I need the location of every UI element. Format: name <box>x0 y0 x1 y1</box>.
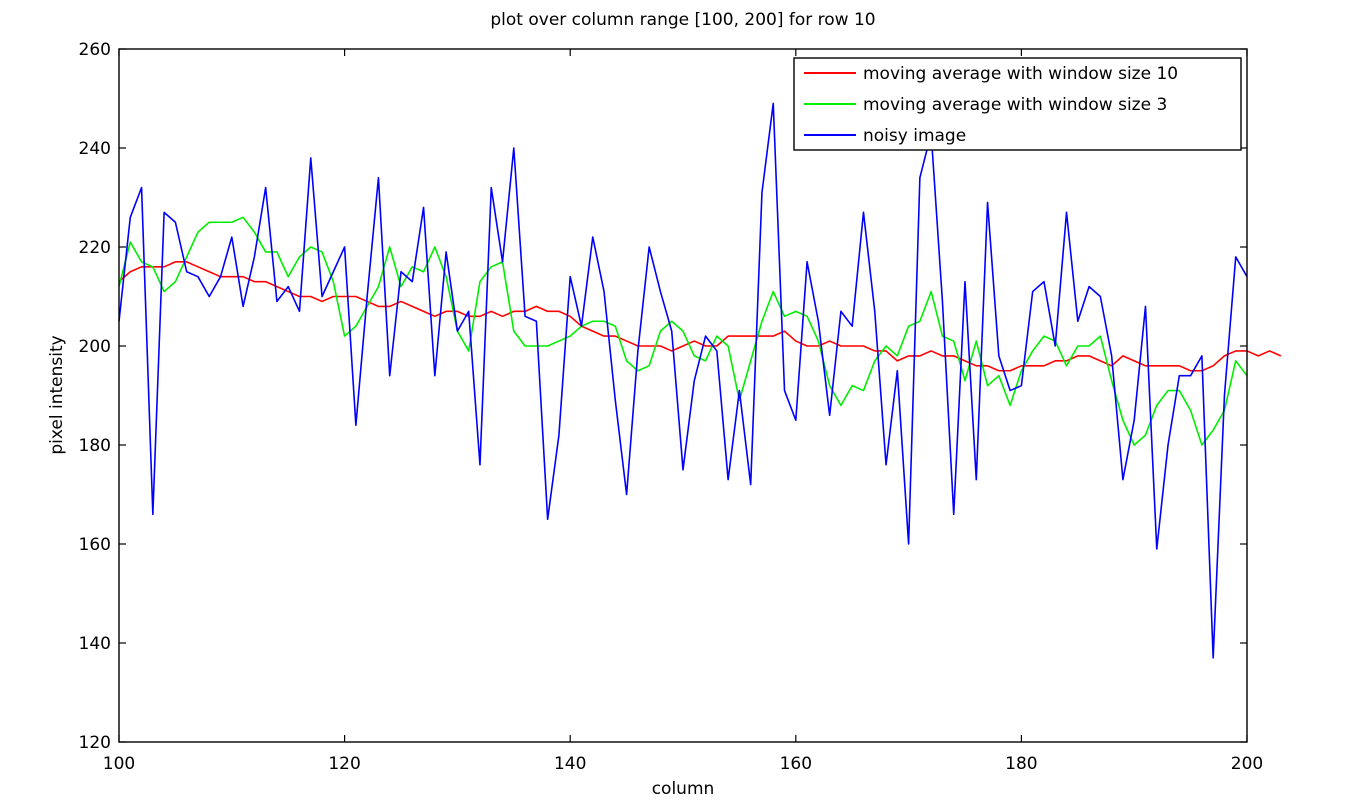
y-axis-label: pixel intensity <box>47 335 67 454</box>
y-tick-label: 120 <box>79 733 111 753</box>
x-tick-label: 160 <box>780 754 812 774</box>
y-tick-label: 240 <box>79 139 111 159</box>
legend-box <box>793 57 1242 151</box>
legend-label: moving average with window size 10 <box>863 64 1178 84</box>
y-tick-label: 140 <box>79 634 111 654</box>
x-tick-label: 120 <box>328 754 360 774</box>
series-layer <box>118 102 1282 659</box>
y-tick-label: 200 <box>79 337 111 357</box>
chart-title: plot over column range [100, 200] for ro… <box>490 10 875 30</box>
legend-label: moving average with window size 3 <box>863 95 1167 115</box>
y-tick-label: 220 <box>79 238 111 258</box>
series-line-3 <box>118 102 1248 659</box>
x-tick-label: 140 <box>554 754 586 774</box>
x-tick-label: 180 <box>1005 754 1037 774</box>
x-axis-ticks: 100 120 140 160 180 200 <box>103 49 1263 774</box>
y-tick-label: 180 <box>79 436 111 456</box>
x-tick-label: 200 <box>1231 754 1263 774</box>
series-line-1 <box>118 261 1282 372</box>
x-tick-label: 100 <box>103 754 135 774</box>
legend-label: noisy image <box>863 126 966 146</box>
y-tick-label: 260 <box>79 40 111 60</box>
y-axis-ticks: 120 140 160 180 200 220 240 260 <box>79 40 1247 753</box>
plot-frame <box>118 48 1248 743</box>
series-line-2 <box>118 216 1248 446</box>
x-axis-label: column <box>652 779 715 799</box>
y-tick-label: 160 <box>79 535 111 555</box>
legend[interactable]: moving average with window size 10 moving… <box>793 57 1242 151</box>
